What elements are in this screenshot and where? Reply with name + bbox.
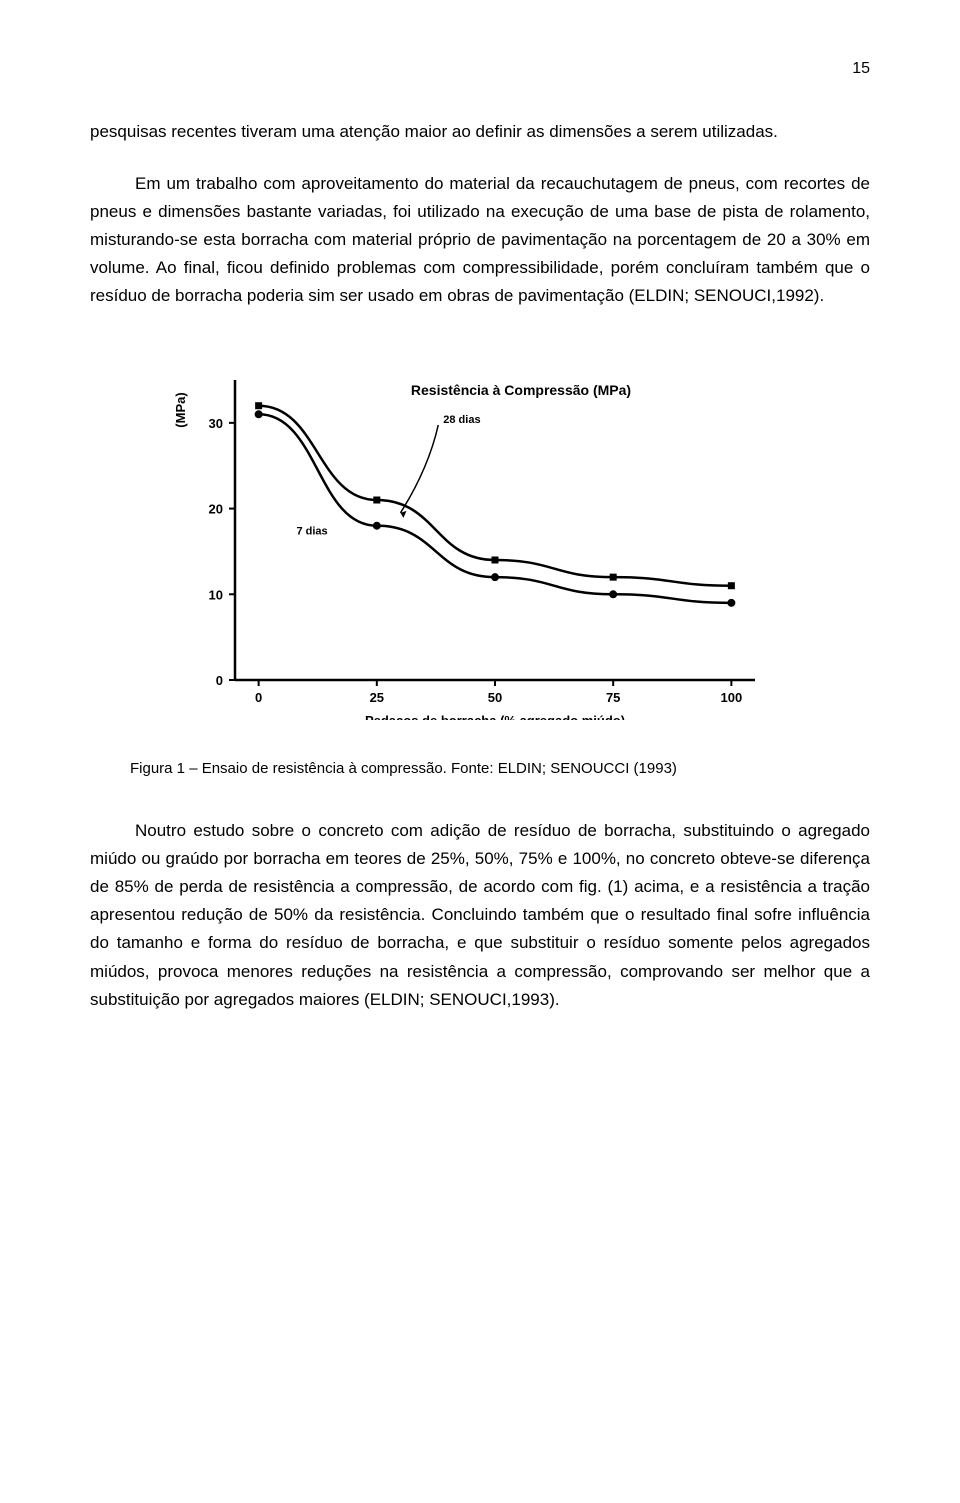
svg-text:75: 75 xyxy=(606,690,620,705)
svg-text:(MPa): (MPa) xyxy=(173,393,188,428)
svg-text:7 dias: 7 dias xyxy=(296,526,327,538)
svg-text:28 dias: 28 dias xyxy=(443,414,480,426)
svg-text:Resistência à Compressão (MPa): Resistência à Compressão (MPa) xyxy=(411,382,631,398)
svg-text:20: 20 xyxy=(209,502,223,517)
svg-text:0: 0 xyxy=(255,690,262,705)
svg-text:30: 30 xyxy=(209,416,223,431)
svg-text:Pedaços de borracha (% agregad: Pedaços de borracha (% agregado miúdo) xyxy=(365,713,625,720)
svg-text:50: 50 xyxy=(488,690,502,705)
paragraph-intro-a: pesquisas recentes tiveram uma atenção m… xyxy=(90,118,870,146)
svg-text:0: 0 xyxy=(216,673,223,688)
svg-text:25: 25 xyxy=(370,690,384,705)
svg-text:10: 10 xyxy=(209,588,223,603)
chart-container: 0 10 20 30 0 25 50 75 100 (MPa) Pedaços de borrach… xyxy=(90,340,870,720)
page-number: 15 xyxy=(90,60,870,78)
svg-text:100: 100 xyxy=(721,690,743,705)
figure-caption: Figura 1 – Ensaio de resistência à compr… xyxy=(130,760,870,777)
compression-chart: 0 10 20 30 0 25 50 75 100 (MPa) Pedaços de borrach… xyxy=(155,340,805,720)
paragraph-study: Noutro estudo sobre o concreto com adiçã… xyxy=(90,817,870,1013)
paragraph-intro-b: Em um trabalho com aproveitamento do mat… xyxy=(90,170,870,310)
